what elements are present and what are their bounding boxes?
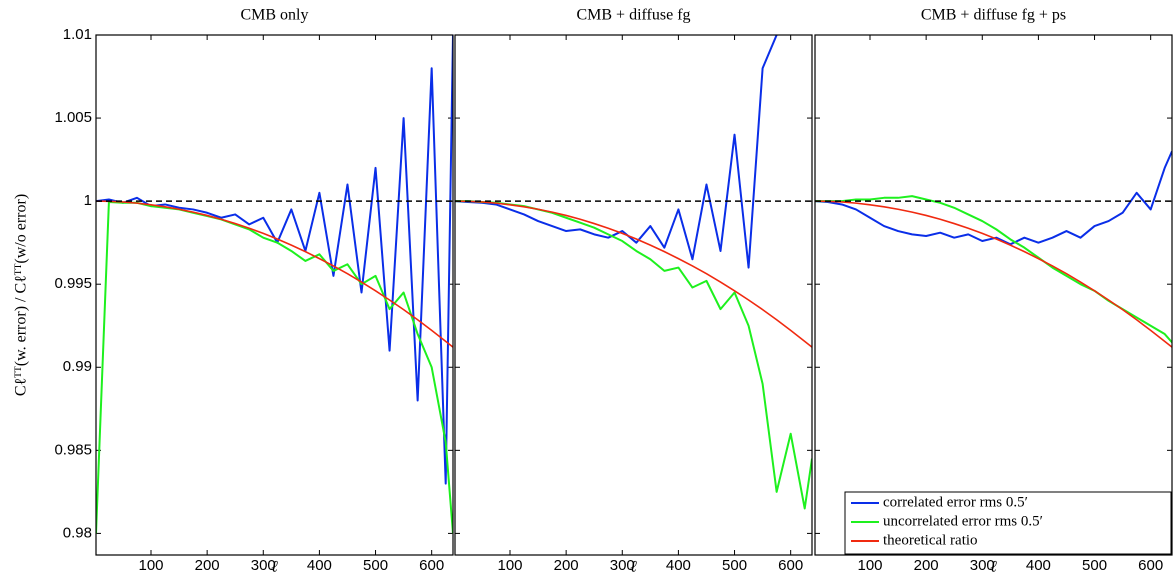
panel-title: CMB only [240, 7, 308, 24]
y-tick-label: 1.005 [54, 109, 92, 126]
plot-frame [95, 34, 454, 556]
panel-title: CMB + diffuse fg [576, 7, 690, 24]
y-tick-label: 1.01 [63, 26, 92, 43]
x-tick-label: 100 [138, 557, 163, 574]
plot-area [455, 35, 812, 510]
data-line [455, 200, 812, 510]
x-tick-label: 300 [610, 557, 635, 574]
x-tick-label: 600 [778, 557, 803, 574]
legend-box [844, 491, 1172, 555]
x-tick-label: 200 [554, 557, 579, 574]
x-tick-label: 400 [307, 557, 332, 574]
x-tick-label: 100 [497, 557, 522, 574]
x-tick-label: 400 [1026, 557, 1051, 574]
x-tick-label: 300 [970, 557, 995, 574]
data-line [96, 35, 453, 485]
y-tick-label: 0.995 [54, 275, 92, 292]
x-tick-label: 500 [722, 557, 747, 574]
y-tick-label: 0.98 [63, 524, 92, 541]
legend-label: correlated error rms 0.5′ [883, 494, 1028, 510]
legend-label: uncorrelated error rms 0.5′ [883, 513, 1043, 529]
x-tick-label: 100 [857, 557, 882, 574]
x-tick-label: 300 [251, 557, 276, 574]
legend-label: theoretical ratio [883, 532, 978, 548]
plot-frame [454, 34, 813, 556]
data-line [815, 195, 1172, 344]
y-tick-label: 1 [84, 192, 92, 209]
x-tick-label: 600 [1138, 557, 1163, 574]
y-tick-label: 0.99 [63, 358, 92, 375]
x-axis-label: ℓ [630, 559, 637, 576]
data-line [455, 200, 812, 348]
x-axis-label: ℓ [990, 559, 997, 576]
data-line [96, 200, 453, 348]
x-tick-label: 200 [195, 557, 220, 574]
data-line [455, 35, 778, 269]
x-tick-label: 500 [363, 557, 388, 574]
plot-frame [814, 34, 1173, 556]
data-line [815, 150, 1172, 246]
plot-area [96, 35, 453, 534]
panel-title: CMB + diffuse fg + ps [921, 7, 1066, 24]
data-line [96, 200, 453, 534]
x-axis-label: ℓ [271, 559, 278, 576]
data-line [815, 200, 1172, 348]
plot-area [815, 150, 1172, 348]
x-tick-label: 500 [1082, 557, 1107, 574]
x-tick-label: 400 [666, 557, 691, 574]
x-tick-label: 200 [914, 557, 939, 574]
y-tick-label: 0.985 [54, 441, 92, 458]
y-axis-label: Cℓᵀᵀ(w. error) / Cℓᵀᵀ(w/o error) [13, 194, 30, 396]
x-tick-label: 600 [419, 557, 444, 574]
